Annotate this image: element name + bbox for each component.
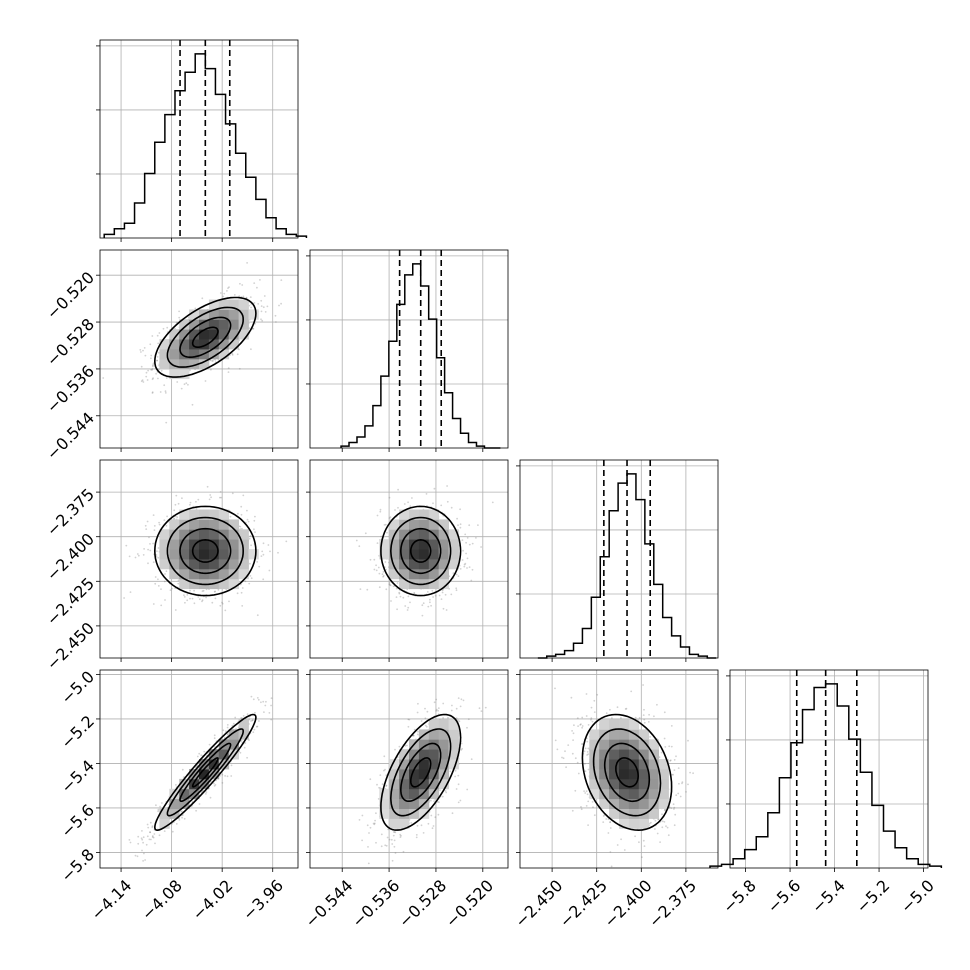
contour-2 bbox=[389, 728, 452, 817]
contour-1 bbox=[179, 742, 232, 802]
contour-0 bbox=[410, 757, 432, 788]
y-tick-label: −0.544 bbox=[43, 408, 98, 463]
y-tick-label: −2.450 bbox=[43, 618, 98, 673]
contour-3 bbox=[380, 505, 462, 597]
x-tick-label: −4.02 bbox=[188, 876, 236, 924]
x-tick-label: −5.6 bbox=[763, 876, 804, 917]
histogram-steps bbox=[340, 263, 501, 449]
contour-0 bbox=[615, 757, 640, 788]
x-tick-label: −2.425 bbox=[556, 876, 611, 931]
scatter-panel-3-2 bbox=[516, 669, 719, 872]
contour-1 bbox=[399, 742, 442, 802]
density-blocks bbox=[589, 719, 669, 829]
y-tick-label: −0.536 bbox=[43, 361, 98, 416]
contour-2 bbox=[166, 306, 245, 368]
contour-3 bbox=[153, 296, 257, 378]
panel-frame bbox=[99, 669, 299, 869]
histogram-steps bbox=[537, 473, 717, 659]
histogram-panel-2 bbox=[516, 459, 719, 662]
y-tick-label: −5.0 bbox=[57, 667, 98, 708]
density-layer bbox=[128, 695, 273, 862]
histogram-panel-1 bbox=[306, 249, 509, 452]
x-tick-label: −0.536 bbox=[348, 876, 403, 931]
x-tick-label: −0.520 bbox=[442, 876, 497, 931]
density-layer bbox=[123, 485, 288, 617]
panel-frame bbox=[519, 669, 719, 869]
density-layer bbox=[554, 684, 694, 868]
contour-2 bbox=[389, 516, 452, 586]
x-tick-label: −2.375 bbox=[645, 876, 700, 931]
contour-1 bbox=[399, 527, 442, 575]
y-tick-label: −2.400 bbox=[43, 529, 98, 584]
contour-3 bbox=[581, 713, 673, 832]
contour-1 bbox=[179, 316, 232, 358]
x-tick-label: −4.14 bbox=[87, 876, 135, 924]
contour-2 bbox=[166, 516, 245, 586]
contour-0 bbox=[410, 538, 432, 563]
contour-2 bbox=[166, 728, 245, 817]
x-tick-label: −5.8 bbox=[719, 876, 760, 917]
x-tick-label: −4.08 bbox=[138, 876, 186, 924]
y-tick-label: −5.2 bbox=[57, 712, 98, 753]
y-tick-label: −2.425 bbox=[43, 574, 98, 629]
y-tick-label: −5.6 bbox=[57, 801, 98, 842]
contour-3 bbox=[153, 505, 257, 597]
scatter-panel-2-1 bbox=[306, 459, 509, 662]
x-tick-label: −3.96 bbox=[239, 876, 287, 924]
scatter-panel-3-0 bbox=[96, 669, 299, 872]
contour-1 bbox=[603, 742, 651, 803]
contour-0 bbox=[191, 326, 219, 348]
x-tick-label: −0.544 bbox=[301, 876, 356, 931]
density-layer bbox=[358, 697, 487, 865]
density-blocks bbox=[159, 299, 259, 380]
panel-frame bbox=[309, 669, 509, 869]
density-blocks bbox=[159, 509, 259, 590]
density-blocks bbox=[379, 719, 459, 829]
panel-frame bbox=[99, 459, 299, 659]
x-tick-label: −0.528 bbox=[395, 876, 450, 931]
scatter-panel-1-0 bbox=[96, 249, 299, 452]
y-tick-label: −0.528 bbox=[43, 315, 98, 370]
panel-frame bbox=[99, 39, 299, 239]
y-tick-label: −5.8 bbox=[57, 845, 98, 886]
y-tick-label: −2.375 bbox=[43, 485, 98, 540]
contour-1 bbox=[179, 527, 232, 575]
panel-frame bbox=[309, 459, 509, 659]
x-tick-label: −2.450 bbox=[511, 876, 566, 931]
x-tick-label: −5.4 bbox=[808, 876, 849, 917]
x-tick-label: −5.0 bbox=[897, 876, 938, 917]
panel-frame bbox=[309, 249, 509, 449]
panel-frame bbox=[99, 249, 299, 449]
panel-frame bbox=[729, 669, 929, 869]
y-tick-label: −5.4 bbox=[57, 756, 98, 797]
density-layer bbox=[102, 262, 283, 424]
density-layer bbox=[355, 485, 494, 617]
histogram-panel-3 bbox=[709, 669, 943, 872]
contour-0 bbox=[191, 757, 219, 788]
x-tick-label: −2.400 bbox=[600, 876, 655, 931]
contour-0 bbox=[191, 538, 219, 563]
panel-frame bbox=[519, 459, 719, 659]
scatter-panel-2-0 bbox=[96, 459, 299, 662]
scatter-panel-3-1 bbox=[306, 669, 509, 872]
y-tick-label: −0.520 bbox=[43, 268, 98, 323]
contour-3 bbox=[380, 713, 462, 831]
contour-2 bbox=[592, 728, 662, 817]
x-tick-label: −5.2 bbox=[852, 876, 893, 917]
density-blocks bbox=[159, 719, 249, 829]
histogram-panel-0 bbox=[96, 39, 308, 242]
contour-3 bbox=[153, 713, 257, 832]
